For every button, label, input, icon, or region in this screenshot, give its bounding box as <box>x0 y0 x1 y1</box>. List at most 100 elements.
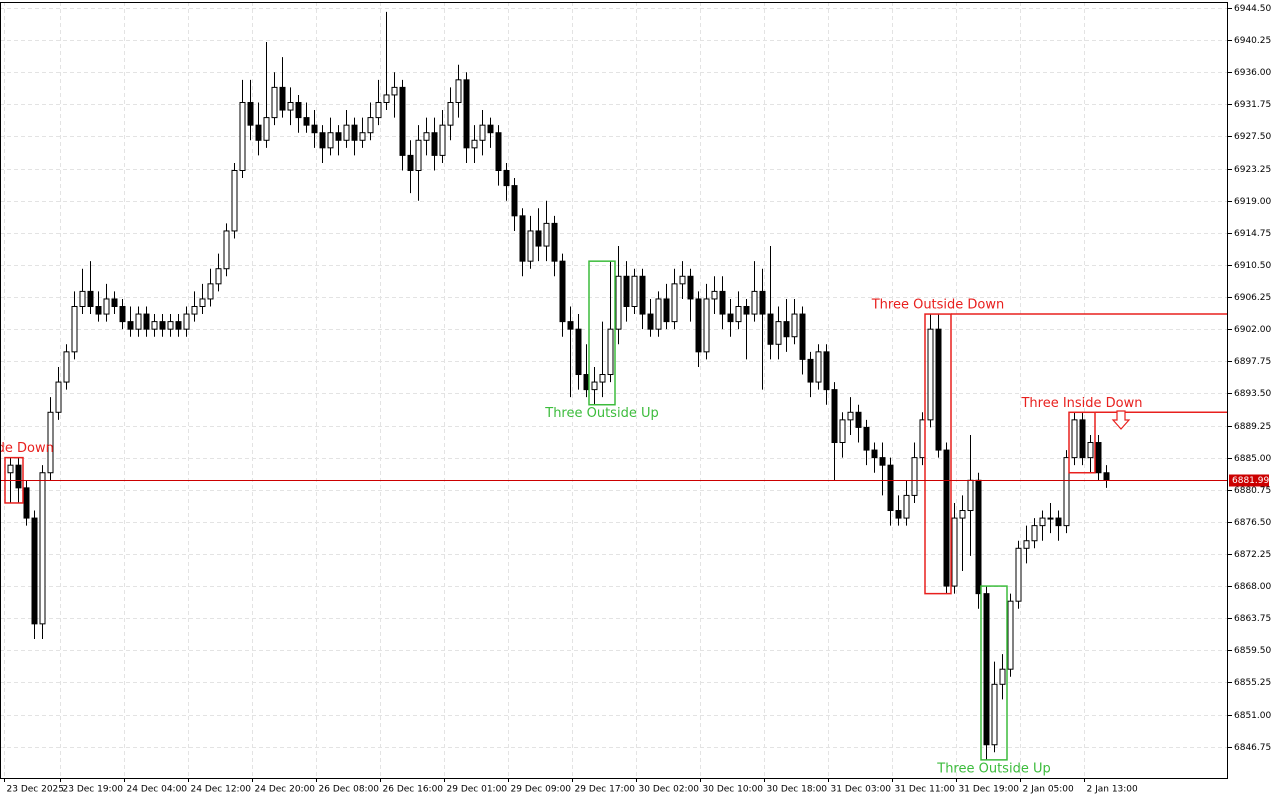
y-tick-label: 6859.50 <box>1234 646 1271 656</box>
candle-body <box>207 283 214 300</box>
y-tick-label: 6885.00 <box>1234 454 1271 464</box>
candle-body <box>831 389 838 444</box>
candle-body <box>71 306 78 353</box>
x-tick-label: 24 Dec 20:00 <box>255 785 316 795</box>
x-tick-label: 24 Dec 12:00 <box>191 785 252 795</box>
candle-body <box>999 668 1006 685</box>
candle-body <box>967 479 974 512</box>
candle-body <box>15 464 22 489</box>
candle-body <box>567 321 574 330</box>
candle-body <box>215 268 222 285</box>
candle-body <box>607 328 614 376</box>
x-tick-label: 31 Dec 11:00 <box>895 785 956 795</box>
candle-body <box>535 230 542 247</box>
candle-body <box>199 298 206 308</box>
candle-body <box>783 321 790 338</box>
candle-body <box>223 230 230 270</box>
candle-body <box>887 464 894 512</box>
candle-body <box>455 79 462 103</box>
candle-body <box>623 275 630 308</box>
candle-body <box>143 313 150 330</box>
y-tick-label: 6910.50 <box>1234 261 1271 271</box>
candle-body <box>351 124 358 141</box>
candle-body <box>903 494 910 519</box>
x-tick-label: 29 Dec 17:00 <box>575 785 636 795</box>
candle-body <box>799 313 806 360</box>
y-tick-label: 6889.25 <box>1234 422 1271 432</box>
x-tick-label: 29 Dec 09:00 <box>511 785 572 795</box>
x-tick-label: 30 Dec 02:00 <box>639 785 700 795</box>
x-tick-label: 30 Dec 10:00 <box>703 785 764 795</box>
y-tick-label: 6855.25 <box>1234 678 1271 688</box>
candle-body <box>943 449 950 587</box>
x-tick-label: 29 Dec 01:00 <box>447 785 508 795</box>
candle-body <box>615 275 622 330</box>
candle-body <box>423 132 430 141</box>
candle-body <box>807 358 814 383</box>
y-tick-label: 6906.25 <box>1234 293 1271 303</box>
candle-body <box>87 290 94 308</box>
candle-body <box>255 124 262 141</box>
candle-body <box>271 86 278 119</box>
candle-body <box>63 351 70 383</box>
candle-body <box>431 132 438 156</box>
candle-body <box>231 169 238 232</box>
candle-body <box>191 306 198 315</box>
candle-body <box>47 411 54 474</box>
candle-body <box>287 101 294 111</box>
candle-body <box>847 411 854 421</box>
candle-body <box>911 457 918 496</box>
sell-arrow <box>1111 410 1131 430</box>
candle-body <box>1047 517 1054 520</box>
candle-body <box>839 419 846 444</box>
candle-body <box>183 313 190 330</box>
price-tag-label: 6881.99 <box>1232 476 1269 486</box>
x-tick-label: 23 Dec 2025 <box>7 785 65 795</box>
y-tick-label: 6897.75 <box>1234 357 1271 367</box>
candle-body <box>879 457 886 466</box>
candle-body <box>975 479 982 595</box>
candle-body <box>303 117 310 126</box>
candle-body <box>927 328 934 421</box>
candle-body <box>775 321 782 345</box>
candle-body <box>79 290 86 308</box>
y-tick-label: 6846.75 <box>1234 743 1271 753</box>
candle-body <box>671 283 678 323</box>
candle-body <box>823 351 830 391</box>
y-tick-label: 6868.00 <box>1234 582 1271 592</box>
candle-body <box>295 101 302 119</box>
candle-body <box>871 449 878 459</box>
x-tick-label: 2 Jan 13:00 <box>1087 785 1139 795</box>
candle-body <box>815 351 822 383</box>
x-tick-label: 23 Dec 19:00 <box>63 785 124 795</box>
candle-body <box>103 298 110 315</box>
candle-body <box>767 313 774 345</box>
candle-body <box>7 464 14 474</box>
candle-body <box>383 94 390 103</box>
y-tick-label: 6876.50 <box>1234 518 1271 528</box>
candle-body <box>399 86 406 156</box>
candle-body <box>151 321 158 330</box>
candle-body <box>639 275 646 315</box>
candle-body <box>23 487 30 519</box>
candle-body <box>895 510 902 519</box>
candle-body <box>743 306 750 315</box>
candle-body <box>343 124 350 141</box>
candle-body <box>487 124 494 134</box>
candle-body <box>415 139 422 171</box>
plot-area: Inside Down Three Outside Up Three Outside… <box>0 11 1228 776</box>
candle-body <box>511 185 518 217</box>
candle-body <box>1095 442 1102 474</box>
y-tick-label: 6944.50 <box>1234 4 1271 14</box>
candle-body <box>127 321 134 330</box>
pattern-box <box>1068 411 1096 474</box>
candle-body <box>663 298 670 323</box>
candle-body <box>1007 600 1014 670</box>
candle-body <box>959 510 966 519</box>
candle-body <box>319 132 326 149</box>
candle-body <box>367 117 374 134</box>
y-tick-label: 6919.00 <box>1234 197 1271 207</box>
candle-body <box>687 275 694 300</box>
candle-body <box>463 79 470 149</box>
